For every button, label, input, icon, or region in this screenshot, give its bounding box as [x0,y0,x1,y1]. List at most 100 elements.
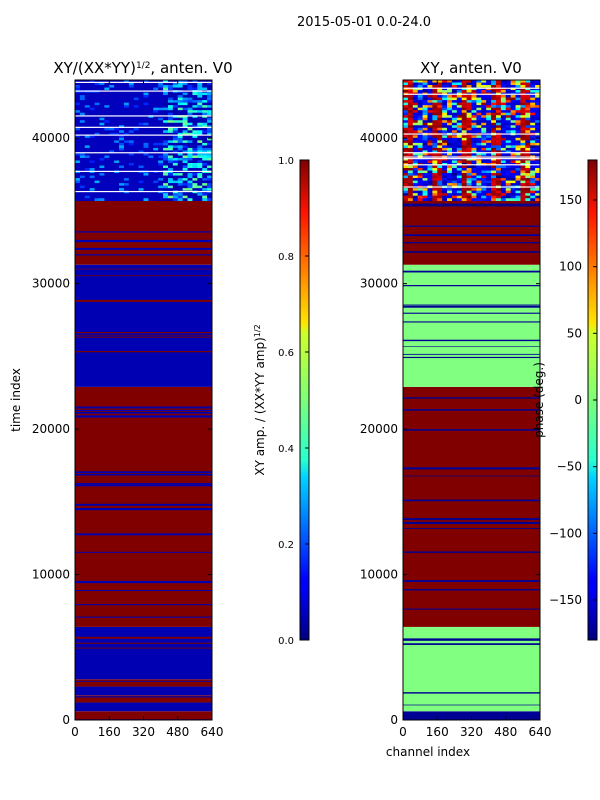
heatmap-cell [172,115,179,119]
heatmap-band [75,679,212,687]
heatmap-cell [500,130,507,134]
heatmap-cell [192,135,198,139]
heatmap-cell [167,105,174,108]
heatmap-cell [491,122,497,126]
heatmap-cell [471,87,477,91]
heatmap-cell [461,157,467,161]
heatmap-cell [486,127,492,131]
heatmap-cell [177,132,183,136]
heatmap-cell [437,110,443,113]
heatmap-cell [128,100,135,103]
heatmap-cell [500,193,507,196]
heatmap-cell [535,87,540,91]
heatmap-cell [119,132,125,136]
heatmap-cell [403,190,409,194]
heatmap-cell [412,112,418,116]
heatmap-cell [128,117,135,121]
heatmap-cell [79,82,86,86]
heatmap-cell [422,173,428,176]
heatmap-cell [133,155,139,159]
heatmap-cell [138,125,144,129]
heatmap-cell [437,188,443,191]
heatmap-cell [104,112,110,116]
heatmap-cell [148,105,154,108]
heatmap-cell [89,175,95,179]
heatmap-cell [182,112,188,116]
heatmap-cell [109,180,115,184]
heatmap-cell [427,183,433,186]
heatmap-cell [143,95,149,98]
heatmap-cell [197,195,203,199]
heatmap-cell [471,130,477,134]
heatmap-cell [412,127,418,131]
heatmap-cell [461,135,467,139]
heatmap-cell [476,180,482,184]
heatmap-cell [163,147,169,151]
heatmap-cell [192,87,198,91]
heatmap-cell [442,188,448,191]
heatmap-cell [451,193,458,196]
heatmap-cell [172,110,179,113]
heatmap-cell [461,85,467,88]
heatmap-cell [535,120,540,124]
heatmap-cell [123,125,130,129]
heatmap-cell [182,147,188,151]
heatmap-cell [535,100,540,103]
heatmap-cell [197,178,203,181]
heatmap-cell [197,198,203,202]
heatmap-cell [525,180,531,184]
heatmap-cell [417,102,423,106]
heatmap-cell [123,120,130,124]
heatmap-cell [182,105,188,108]
heatmap-cell [123,142,130,146]
heatmap-cell [486,142,492,146]
heatmap-cell [412,173,418,176]
heatmap-cell [515,183,521,186]
heatmap-cell [197,155,203,159]
heatmap-cell [177,168,183,171]
heatmap-cell [515,152,521,156]
heatmap-cell [148,185,154,189]
heatmap-cell [109,130,115,134]
heatmap-cell [128,193,135,196]
heatmap-cell [163,152,169,156]
heatmap-stripe [403,205,540,207]
heatmap-stripe [403,608,540,610]
heatmap-cell [172,80,179,83]
heatmap-cell [417,178,423,181]
heatmap-cell [481,130,487,134]
heatmap-cell [456,105,463,108]
heatmap-cell [427,145,433,149]
heatmap-stripe [403,234,540,237]
heatmap-cell [505,125,511,129]
heatmap-gap-line [75,90,212,92]
heatmap-cell [104,80,110,83]
heatmap-cell [202,195,208,199]
heatmap-cell [403,178,409,181]
heatmap-cell [114,178,120,181]
heatmap-cell [148,127,154,131]
heatmap-cell [535,90,540,93]
heatmap-cell [114,130,120,134]
heatmap-cell [422,80,428,83]
heatmap-cell [84,102,90,106]
heatmap-cell [422,122,428,126]
heatmap-cell [495,147,502,151]
heatmap-cell [417,107,423,111]
heatmap-cell [510,85,516,88]
heatmap-cell [505,82,511,86]
heatmap-cell [84,168,90,171]
heatmap-cell [197,122,203,126]
x-tick-label: 160 [426,725,449,739]
heatmap-cell [466,142,472,146]
heatmap-cell [422,190,428,194]
heatmap-cell [207,180,212,184]
colorbar-tick-label: 150 [559,193,582,207]
heatmap-cell [432,82,438,86]
heatmap-cell [525,85,531,88]
heatmap-cell [79,188,86,191]
heatmap-cell [84,105,90,108]
heatmap-cell [422,135,428,139]
heatmap-cell [422,87,428,91]
heatmap-cell [471,110,477,113]
